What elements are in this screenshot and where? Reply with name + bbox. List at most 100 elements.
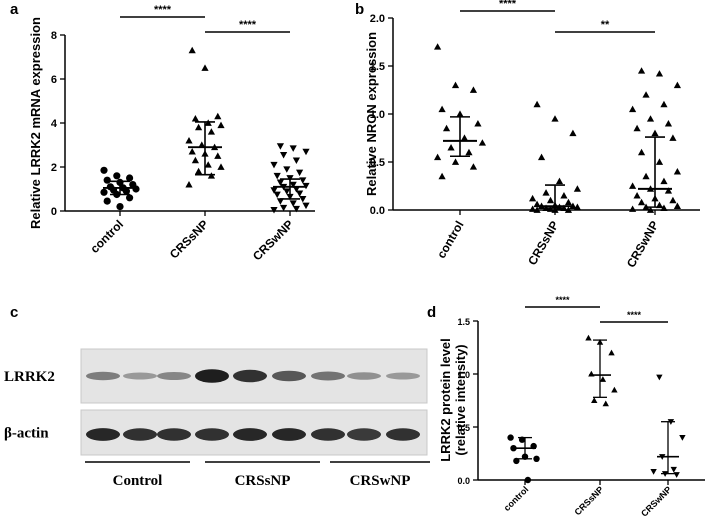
data-point-CRSsNP bbox=[573, 185, 581, 192]
x-tick-label-a: CRSsNP bbox=[167, 217, 211, 261]
panel-label-b: b bbox=[355, 1, 364, 18]
data-point-CRSwNP bbox=[276, 143, 284, 150]
data-point-CRSwNP bbox=[276, 198, 284, 205]
data-point-CRSwNP bbox=[651, 129, 659, 137]
y-axis-title-b: Relative NRON expression bbox=[364, 32, 379, 196]
data-point-control bbox=[513, 457, 520, 465]
data-point-CRSsNP bbox=[585, 334, 592, 341]
data-point-CRSsNP bbox=[195, 123, 203, 131]
significance-label: **** bbox=[154, 4, 172, 16]
significance-label: **** bbox=[627, 310, 642, 320]
blot-band bbox=[386, 372, 420, 380]
data-point-CRSwNP bbox=[276, 179, 284, 186]
western-blot-c: LRRK2 β-actin Control CRSsNP CRSwNP bbox=[4, 348, 430, 489]
blot-band bbox=[195, 428, 229, 441]
data-point-CRSwNP bbox=[283, 188, 291, 195]
y-tick-label-b: 1.5 bbox=[370, 61, 385, 73]
blot-band bbox=[86, 428, 120, 441]
data-point-CRSsNP bbox=[599, 376, 607, 382]
data-point-CRSwNP bbox=[273, 191, 281, 199]
data-point-CRSwNP bbox=[283, 166, 291, 173]
data-point-CRSsNP bbox=[542, 189, 550, 196]
chart-b: 0.0 0.5 1.0 1.5 2.0 control CRSsNP CRSwNP Relati… bbox=[364, 0, 700, 270]
data-point-CRSwNP bbox=[270, 187, 278, 194]
data-point-CRSsNP bbox=[188, 46, 196, 54]
data-point-CRSsNP bbox=[564, 198, 573, 206]
blot-band bbox=[157, 428, 191, 441]
data-point-CRSwNP bbox=[642, 172, 650, 180]
data-point-control bbox=[434, 43, 442, 50]
data-point-CRSsNP bbox=[188, 148, 196, 155]
blot-group-label: CRSwNP bbox=[350, 473, 411, 489]
data-point-CRSwNP bbox=[280, 204, 288, 212]
data-point-CRSsNP bbox=[201, 64, 209, 71]
y-tick-label-a: 8 bbox=[51, 30, 57, 42]
data-point-CRSsNP bbox=[537, 153, 546, 161]
data-point-control bbox=[474, 120, 482, 127]
data-point-control bbox=[100, 166, 108, 174]
data-point-control bbox=[434, 153, 442, 161]
data-point-CRSwNP bbox=[289, 145, 297, 152]
data-point-CRSwNP bbox=[289, 200, 297, 207]
data-point-control bbox=[100, 188, 108, 196]
blot-band bbox=[123, 428, 157, 441]
blot-band bbox=[86, 371, 120, 381]
data-point-CRSwNP bbox=[655, 158, 664, 165]
data-point-control bbox=[465, 148, 473, 156]
y-tick-label-d: 0.5 bbox=[457, 423, 470, 433]
x-tick-label-a: CRSwNP bbox=[250, 217, 296, 263]
blot-row-label: β-actin bbox=[4, 426, 49, 442]
data-point-CRSsNP bbox=[195, 167, 203, 175]
significance-label: **** bbox=[555, 295, 570, 305]
data-point-CRSsNP bbox=[611, 386, 618, 393]
data-point-control bbox=[510, 445, 517, 452]
data-point-CRSwNP bbox=[656, 374, 663, 381]
data-point-CRSwNP bbox=[633, 192, 641, 199]
blot-row-label: LRRK2 bbox=[4, 369, 55, 385]
data-point-CRSsNP bbox=[214, 112, 222, 120]
data-point-control bbox=[126, 174, 134, 182]
data-point-control bbox=[103, 176, 111, 184]
data-point-CRSwNP bbox=[296, 190, 304, 197]
data-point-CRSwNP bbox=[629, 205, 637, 212]
data-point-CRSsNP bbox=[591, 397, 598, 404]
data-point-CRSwNP bbox=[660, 177, 668, 185]
y-axis-title-line: (relative intensity) bbox=[453, 344, 468, 455]
data-point-CRSsNP bbox=[529, 194, 537, 202]
blot-band bbox=[347, 428, 381, 441]
data-point-CRSsNP bbox=[204, 161, 212, 168]
data-point-CRSsNP bbox=[533, 100, 541, 108]
y-axis-title-a: Relative LRRK2 mRNA expression bbox=[28, 17, 43, 229]
x-tick-label-a: control bbox=[87, 217, 126, 256]
y-tick-label-b: 1.0 bbox=[370, 109, 385, 121]
data-point-CRSwNP bbox=[629, 182, 637, 189]
chart-a: 0 2 4 6 8 control CRSsNP CRSwNP Relative LRRK2 m… bbox=[28, 4, 315, 263]
x-tick-label-d: CRSsNP bbox=[573, 484, 606, 517]
data-point-CRSwNP bbox=[655, 70, 664, 77]
data-point-control bbox=[438, 172, 446, 180]
data-point-control bbox=[103, 197, 111, 205]
data-point-CRSsNP bbox=[217, 121, 225, 129]
significance-label: **** bbox=[499, 0, 517, 10]
data-point-CRSsNP bbox=[191, 115, 199, 122]
data-point-CRSwNP bbox=[629, 105, 637, 113]
data-point-CRSwNP bbox=[280, 152, 288, 159]
data-point-CRSsNP bbox=[551, 206, 559, 213]
data-point-CRSsNP bbox=[546, 196, 555, 204]
data-point-CRSsNP bbox=[214, 152, 222, 159]
data-point-CRSwNP bbox=[270, 161, 278, 169]
y-axis-title-line: LRRK2 protein level bbox=[438, 338, 453, 462]
data-point-CRSsNP bbox=[185, 137, 193, 144]
data-point-CRSwNP bbox=[292, 205, 300, 213]
data-point-CRSsNP bbox=[608, 349, 615, 356]
data-point-CRSwNP bbox=[664, 187, 673, 194]
blot-band bbox=[272, 428, 306, 441]
data-point-control bbox=[447, 144, 455, 151]
data-point-control bbox=[438, 105, 446, 113]
data-point-CRSwNP bbox=[673, 472, 680, 478]
data-point-CRSsNP bbox=[191, 156, 199, 164]
data-point-control bbox=[126, 194, 134, 202]
data-point-control bbox=[451, 158, 460, 165]
data-point-control bbox=[507, 434, 514, 441]
data-point-control bbox=[469, 86, 478, 93]
